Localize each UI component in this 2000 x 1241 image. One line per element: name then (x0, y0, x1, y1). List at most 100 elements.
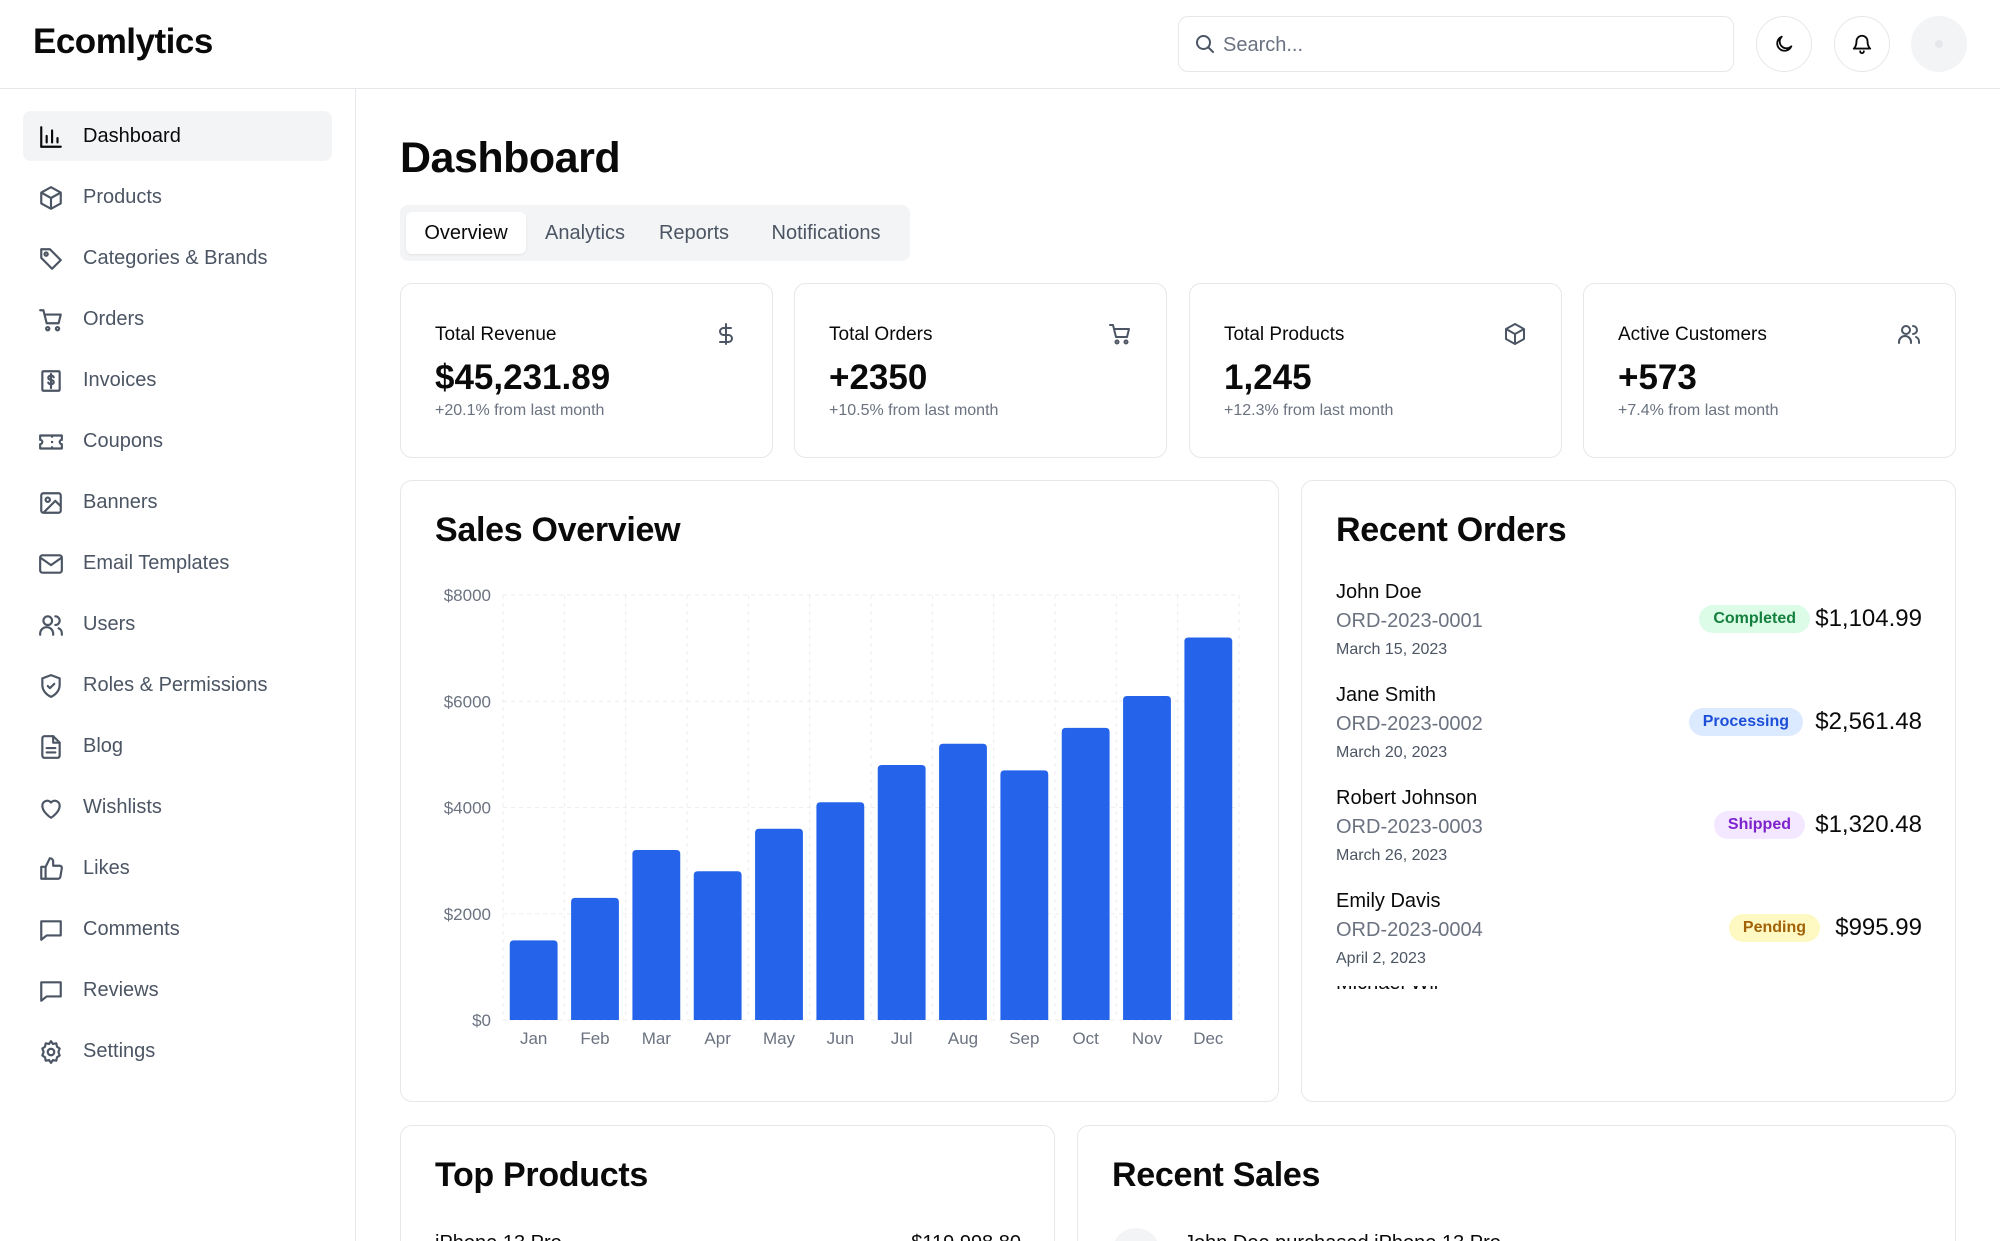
sidebar-item-label: Invoices (83, 369, 157, 391)
app-logo[interactable]: Ecomlytics (33, 22, 213, 61)
bar-chart-icon (40, 126, 62, 148)
package-icon (1505, 323, 1525, 345)
y-tick-label: $6000 (444, 692, 491, 711)
sidebar-item-label: Wishlists (83, 796, 162, 818)
sale-row[interactable]: John Doe purchased iPhone 13 Pro (1112, 1228, 1932, 1241)
bar-jun (816, 802, 865, 1020)
order-row-truncated: Michael Wil (1336, 986, 1922, 996)
heart-icon (41, 799, 61, 819)
recent-orders-card: Recent Orders John Doe ORD-2023-0001 Mar… (1301, 480, 1956, 1102)
thumbs-up-icon (40, 857, 63, 880)
stat-card-active-customers: Active Customers +573 +7.4% from last mo… (1583, 283, 1956, 458)
order-customer: Robert Johnson (1336, 787, 1478, 809)
recent-sales-card: Recent Sales John Doe purchased iPhone 1… (1077, 1125, 1956, 1241)
order-id: ORD-2023-0002 (1336, 713, 1483, 735)
bar-sep (1000, 770, 1049, 1020)
order-date: April 2, 2023 (1336, 950, 1426, 967)
package-icon (40, 186, 62, 210)
sidebar-item-label: Reviews (83, 979, 159, 1001)
x-tick-label: Jan (520, 1029, 547, 1048)
sales-bar-chart: $0 $2000 $4000 $6000 $8000 Jan Feb Mar Apr May Jun… (444, 586, 1240, 1048)
sidebar-item-email-templates[interactable]: Email Templates (23, 538, 332, 588)
product-row[interactable]: iPhone 13 Pro $119,998.80 (435, 1232, 1021, 1241)
sidebar-item-label: Roles & Permissions (83, 674, 268, 696)
sidebar-item-label: Blog (83, 735, 124, 757)
sidebar-item-reviews[interactable]: Reviews (23, 965, 332, 1015)
avatar-placeholder (1935, 40, 1943, 48)
search-input[interactable] (1223, 25, 1713, 65)
status-badge: Processing (1688, 708, 1803, 736)
sidebar-item-blog[interactable]: Blog (23, 721, 332, 771)
stat-label: Total Revenue (435, 324, 557, 345)
bar-may (755, 828, 803, 1020)
order-id: ORD-2023-0003 (1336, 816, 1483, 838)
tab-overview[interactable]: Overview (406, 212, 526, 254)
sidebar-item-label: Banners (83, 491, 158, 513)
sidebar-item-users[interactable]: Users (23, 599, 332, 649)
x-tick-label: Feb (580, 1029, 609, 1048)
sidebar-item-categories-brands[interactable]: Categories & Brands (23, 233, 332, 283)
sidebar-item-label: Dashboard (83, 125, 181, 147)
order-row[interactable]: Robert Johnson ORD-2023-0003 March 26, 2… (1336, 787, 1922, 883)
order-row[interactable]: Jane Smith ORD-2023-0002 March 20, 2023 … (1336, 684, 1922, 780)
sidebar-item-comments[interactable]: Comments (23, 904, 332, 954)
sidebar-item-wishlists[interactable]: Wishlists (23, 782, 332, 832)
x-tick-label: Jun (827, 1029, 854, 1048)
bar-apr (693, 871, 742, 1020)
card-title: Recent Orders (1336, 511, 1567, 549)
stat-change: +7.4% from last month (1618, 402, 1779, 419)
status-badge: Completed (1699, 605, 1810, 633)
product-name: iPhone 13 Pro (435, 1232, 562, 1241)
page-title: Dashboard (400, 134, 621, 182)
stat-value: +573 (1618, 358, 1697, 397)
sidebar-item-settings[interactable]: Settings (23, 1026, 332, 1076)
order-row[interactable]: Emily Davis ORD-2023-0004 April 2, 2023 … (1336, 890, 1922, 986)
sidebar: Dashboard Products Categories & Brands O… (0, 89, 356, 1241)
sidebar-item-label: Users (83, 613, 136, 635)
y-tick-label: $4000 (444, 799, 491, 818)
x-tick-label: Nov (1132, 1029, 1163, 1048)
ticket-icon (39, 434, 63, 450)
user-avatar[interactable] (1911, 16, 1967, 72)
sidebar-item-likes[interactable]: Likes (23, 843, 332, 893)
bar-feb (571, 897, 619, 1020)
users-icon (39, 615, 63, 636)
tab-notifications[interactable]: Notifications (771, 221, 881, 244)
order-date: March 26, 2023 (1336, 847, 1448, 864)
search-box[interactable] (1178, 16, 1734, 72)
order-customer: John Doe (1336, 581, 1422, 603)
theme-toggle-button[interactable] (1756, 16, 1812, 72)
tab-reports[interactable]: Reports (658, 221, 730, 244)
sidebar-item-banners[interactable]: Banners (23, 477, 332, 527)
x-tick-label: Sep (1009, 1029, 1039, 1048)
top-bar: Ecomlytics (0, 0, 2000, 89)
x-tick-label: May (763, 1029, 796, 1048)
order-row[interactable]: John Doe ORD-2023-0001 March 15, 2023 Co… (1336, 581, 1922, 677)
status-badge: Pending (1728, 914, 1820, 942)
order-customer: Emily Davis (1336, 890, 1441, 912)
shield-icon (41, 674, 61, 698)
sidebar-item-dashboard[interactable]: Dashboard (23, 111, 332, 161)
tab-list: Overview Analytics Reports Notifications (400, 205, 910, 261)
sidebar-item-products[interactable]: Products (23, 172, 332, 222)
cart-icon (39, 309, 62, 332)
sales-overview-card: Sales Overview $0 $2000 $4000 $6000 $8000 Jan… (400, 480, 1279, 1102)
sidebar-item-coupons[interactable]: Coupons (23, 416, 332, 466)
card-title: Recent Sales (1112, 1156, 1321, 1194)
stat-label: Active Customers (1618, 324, 1767, 345)
sidebar-item-label: Coupons (83, 430, 164, 452)
notifications-button[interactable] (1834, 16, 1890, 72)
bar-jan (509, 940, 558, 1020)
tab-analytics[interactable]: Analytics (544, 221, 626, 244)
y-tick-label: $8000 (444, 586, 491, 605)
sidebar-item-roles-permissions[interactable]: Roles & Permissions (23, 660, 332, 710)
sidebar-item-orders[interactable]: Orders (23, 294, 332, 344)
sidebar-item-invoices[interactable]: Invoices (23, 355, 332, 405)
order-customer: Michael Wil (1336, 986, 1438, 995)
card-title: Top Products (435, 1156, 648, 1194)
stat-value: +2350 (829, 358, 928, 397)
moon-icon (1776, 35, 1793, 52)
invoice-icon (41, 370, 61, 392)
comment-icon (40, 920, 62, 941)
tag-icon (40, 248, 62, 270)
